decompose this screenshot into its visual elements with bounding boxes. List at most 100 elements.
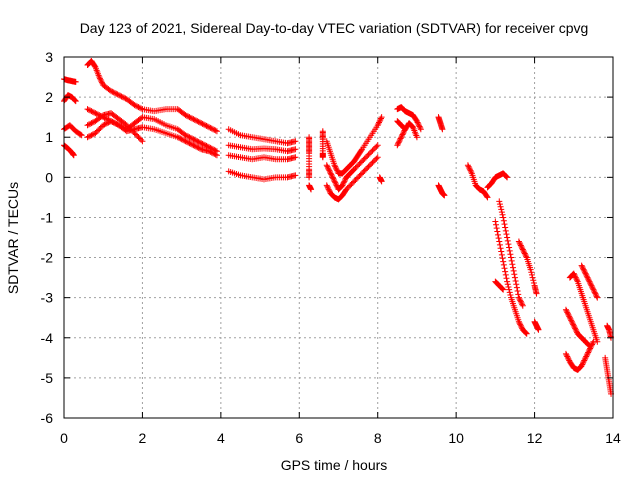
data-point bbox=[587, 281, 594, 288]
data-point bbox=[515, 294, 522, 301]
data-point bbox=[200, 141, 207, 148]
series-s14 bbox=[306, 182, 315, 193]
data-point bbox=[394, 142, 401, 149]
data-point bbox=[196, 139, 203, 146]
data-point bbox=[500, 261, 507, 268]
data-point bbox=[199, 140, 206, 147]
data-point bbox=[195, 138, 202, 145]
series-s31 bbox=[531, 318, 542, 333]
data-point bbox=[408, 122, 415, 129]
data-point bbox=[499, 211, 506, 218]
data-point bbox=[327, 170, 334, 177]
data-point bbox=[571, 324, 578, 331]
data-point bbox=[332, 164, 339, 171]
series-s24 bbox=[435, 182, 448, 199]
data-point bbox=[369, 147, 376, 154]
data-point bbox=[586, 342, 593, 349]
y-tick-label: 3 bbox=[45, 49, 53, 65]
data-point bbox=[396, 136, 403, 143]
data-point bbox=[187, 114, 194, 121]
data-point bbox=[374, 122, 381, 129]
data-point bbox=[108, 88, 115, 95]
data-point bbox=[194, 118, 201, 125]
series-s19 bbox=[376, 174, 385, 185]
data-point bbox=[356, 172, 363, 179]
data-point bbox=[529, 274, 536, 281]
data-point bbox=[527, 266, 534, 273]
data-point bbox=[465, 163, 472, 170]
data-point bbox=[587, 279, 594, 286]
data-point bbox=[135, 104, 142, 111]
data-point bbox=[190, 116, 197, 123]
data-point bbox=[439, 126, 446, 133]
data-point bbox=[593, 291, 600, 298]
data-point bbox=[394, 140, 401, 147]
data-point bbox=[191, 142, 198, 149]
data-point bbox=[361, 167, 368, 174]
data-point bbox=[508, 257, 515, 264]
data-point bbox=[341, 178, 348, 185]
data-point bbox=[183, 132, 190, 139]
series-s20 bbox=[394, 104, 424, 133]
data-point bbox=[583, 273, 590, 280]
data-point bbox=[506, 286, 513, 293]
series-s37 bbox=[602, 354, 615, 397]
data-point bbox=[87, 120, 94, 127]
series-s30 bbox=[515, 238, 540, 297]
data-point bbox=[499, 255, 506, 262]
data-point bbox=[372, 144, 379, 151]
data-point bbox=[400, 124, 407, 131]
data-point bbox=[400, 130, 407, 137]
data-point bbox=[136, 135, 143, 142]
data-point bbox=[212, 127, 219, 134]
data-point bbox=[504, 234, 511, 241]
data-point bbox=[348, 181, 355, 188]
data-point bbox=[506, 289, 513, 296]
data-point bbox=[522, 251, 529, 258]
data-point bbox=[415, 120, 422, 127]
data-point bbox=[565, 312, 572, 319]
data-point bbox=[516, 320, 523, 327]
data-point bbox=[365, 151, 372, 158]
data-point bbox=[323, 162, 330, 169]
data-point bbox=[358, 147, 365, 154]
data-point bbox=[569, 320, 576, 327]
data-point bbox=[210, 126, 217, 133]
data-point bbox=[139, 138, 146, 145]
data-point bbox=[185, 113, 192, 120]
data-point bbox=[85, 133, 92, 140]
data-point bbox=[206, 148, 213, 155]
data-point bbox=[331, 178, 338, 185]
data-point bbox=[198, 140, 205, 147]
data-point bbox=[326, 167, 333, 174]
y-tick-label: -6 bbox=[41, 410, 54, 426]
series-s1 bbox=[61, 76, 79, 85]
data-point bbox=[308, 186, 315, 193]
data-point bbox=[593, 293, 600, 300]
data-point bbox=[206, 124, 213, 131]
data-point bbox=[568, 318, 575, 325]
data-point bbox=[127, 126, 134, 133]
data-point bbox=[519, 245, 526, 252]
data-point bbox=[468, 168, 475, 175]
data-point bbox=[579, 263, 586, 270]
data-point bbox=[212, 151, 219, 158]
data-point bbox=[571, 271, 578, 278]
data-marks bbox=[61, 58, 615, 397]
data-point bbox=[325, 185, 332, 192]
data-point bbox=[502, 172, 509, 179]
data-point bbox=[92, 130, 99, 137]
data-point bbox=[376, 118, 383, 125]
data-point bbox=[566, 314, 573, 321]
data-point bbox=[503, 173, 510, 180]
data-point bbox=[513, 281, 520, 288]
data-point bbox=[579, 360, 586, 367]
data-point bbox=[84, 106, 91, 113]
data-point bbox=[496, 241, 503, 248]
data-point bbox=[589, 285, 596, 292]
data-point bbox=[502, 224, 509, 231]
series-s25 bbox=[464, 162, 491, 201]
data-point bbox=[292, 138, 299, 145]
data-point bbox=[194, 144, 201, 151]
data-point bbox=[108, 118, 115, 125]
